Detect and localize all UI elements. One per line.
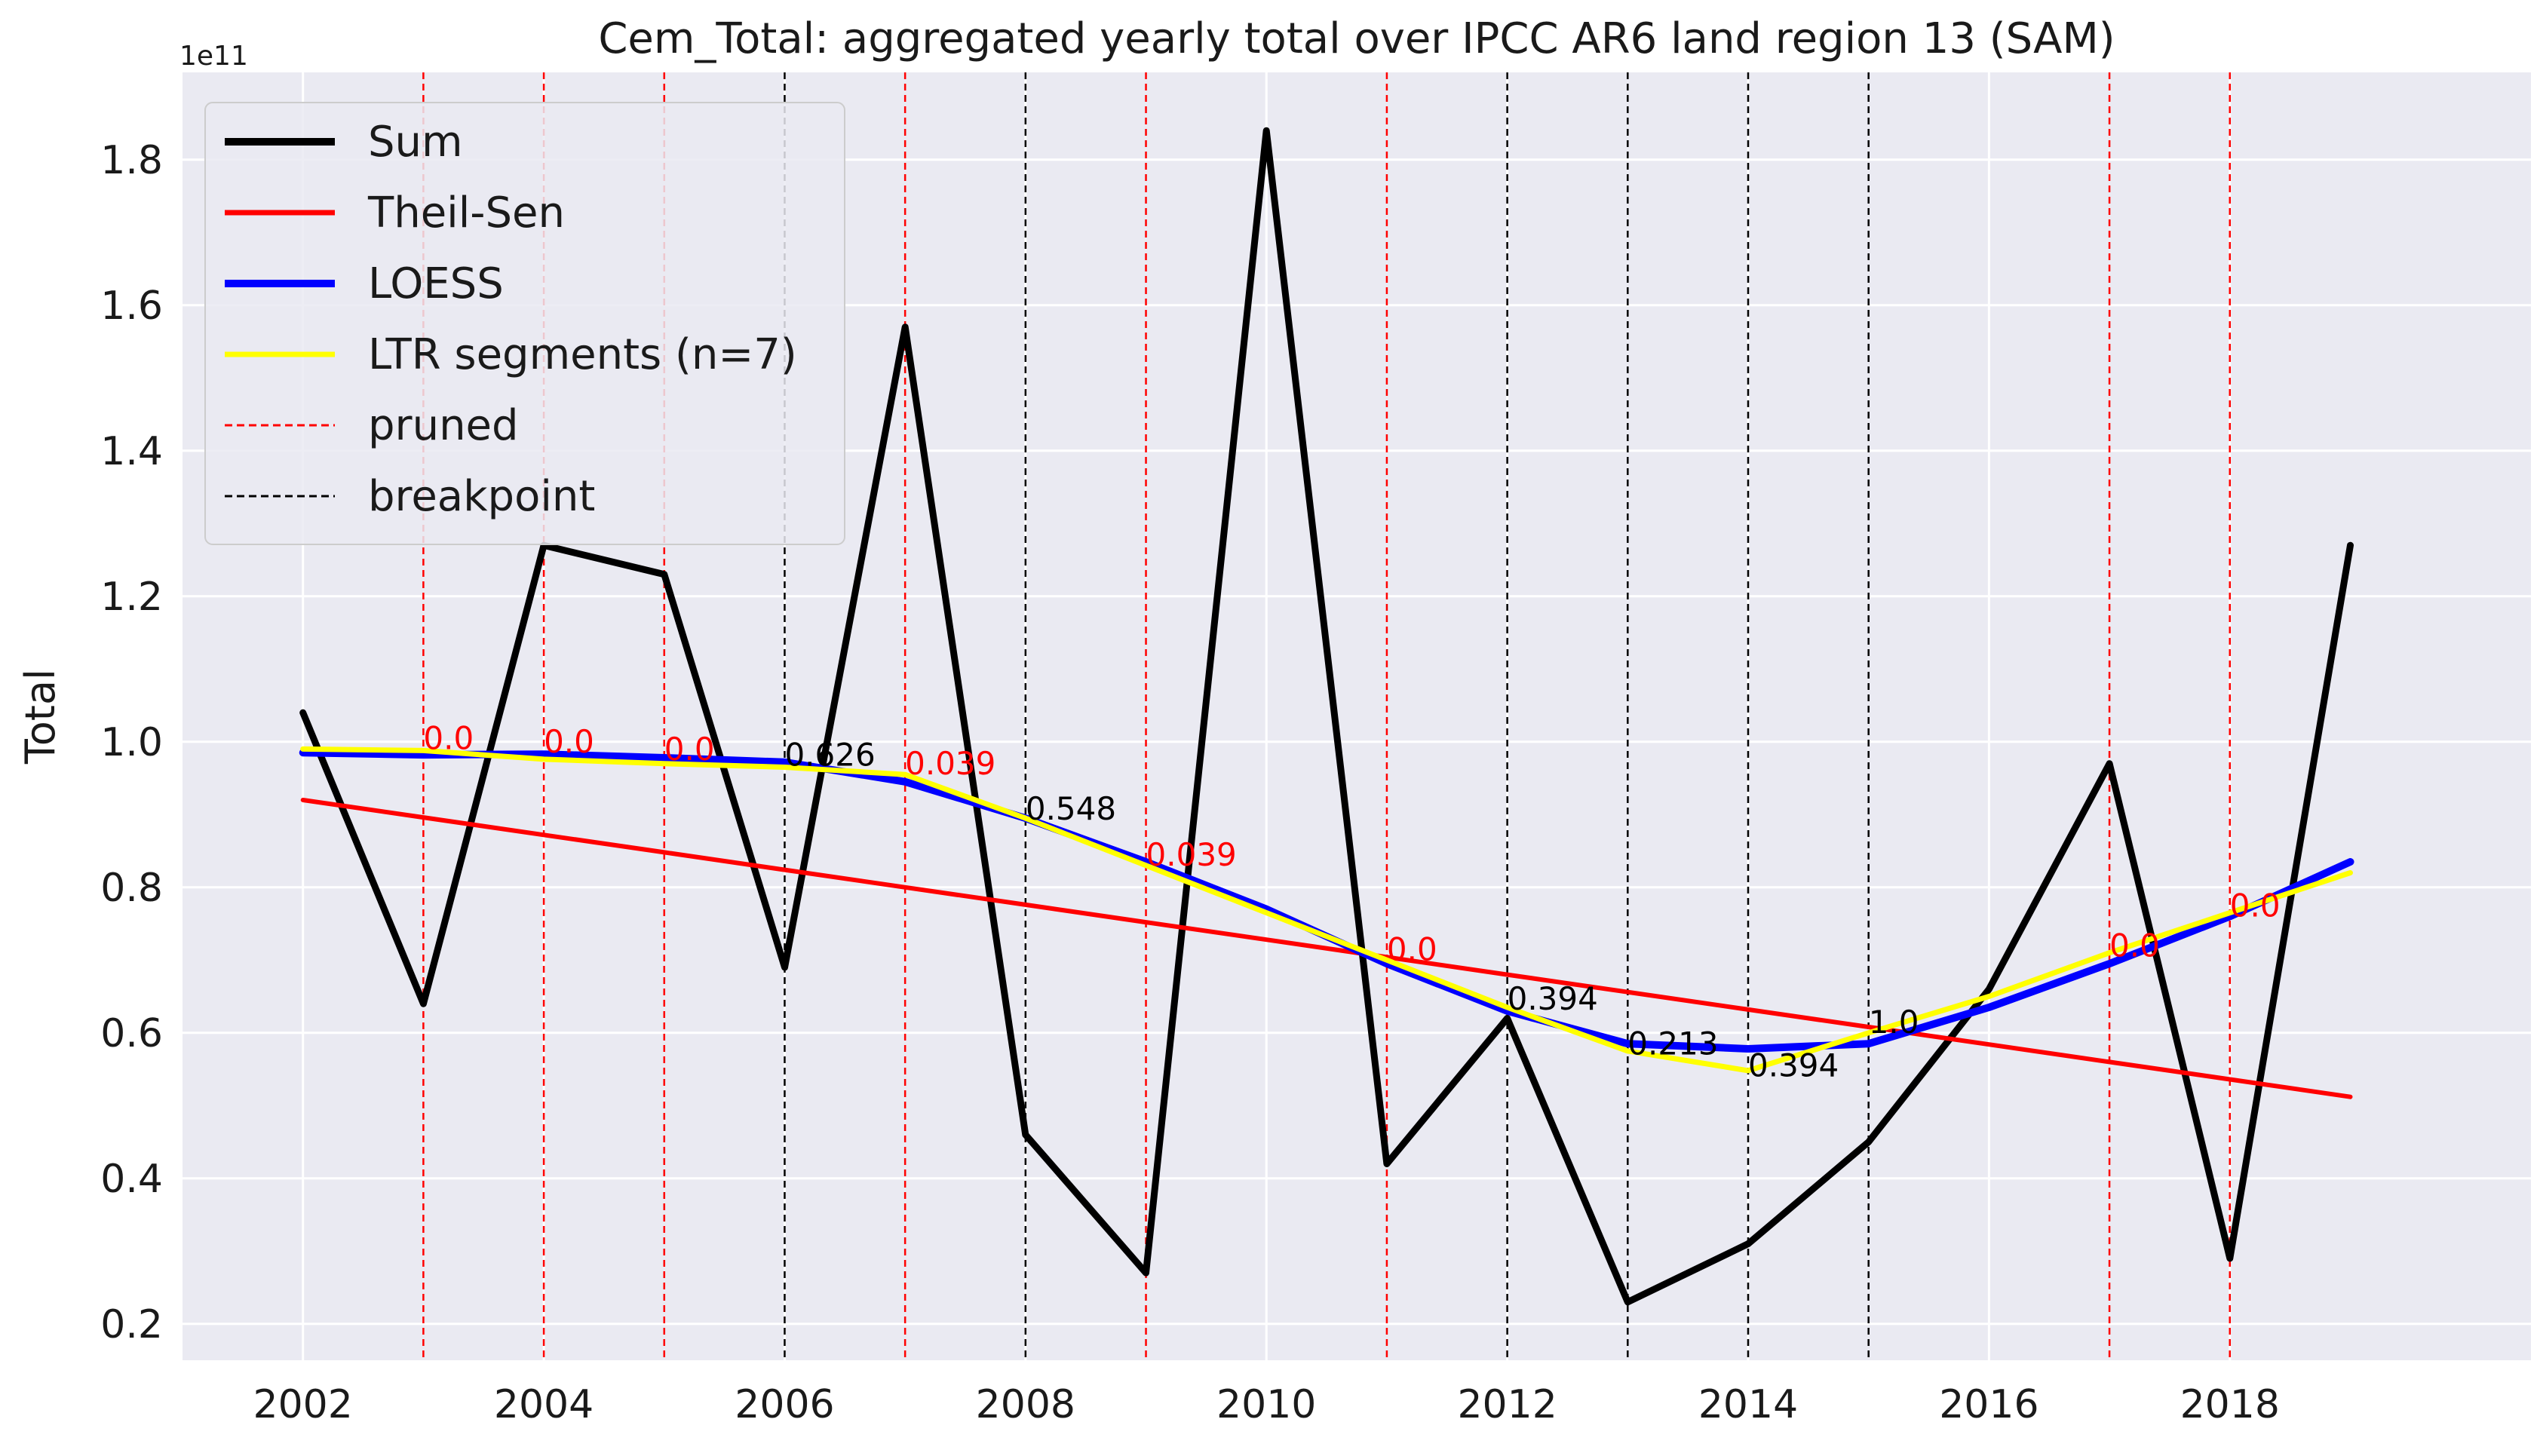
chart-title: Cem_Total: aggregated yearly total over … bbox=[598, 14, 2115, 63]
x-tick-labels: 2002 2004 2006 2008 2010 2012 2014 2016 2018 bbox=[253, 1382, 2280, 1427]
legend-label: LOESS bbox=[368, 259, 504, 308]
legend-label: breakpoint bbox=[368, 472, 595, 521]
y-tick-label: 1.6 bbox=[100, 284, 163, 329]
marker-value-label: 0.0 bbox=[2230, 887, 2281, 924]
marker-value-label: 0.0 bbox=[664, 731, 715, 768]
marker-value-label: 1.0 bbox=[1869, 1004, 1919, 1041]
legend-label: pruned bbox=[368, 401, 519, 450]
marker-value-label: 0.394 bbox=[1508, 980, 1598, 1017]
series-lines bbox=[299, 127, 2354, 1306]
x-tick-label: 2012 bbox=[1457, 1382, 1557, 1427]
x-tick-label: 2002 bbox=[253, 1382, 353, 1427]
legend-label: Theil-Sen bbox=[367, 189, 565, 238]
y-tick-label: 0.2 bbox=[100, 1302, 163, 1347]
grid-lines bbox=[183, 72, 2531, 1360]
x-tick-label: 2014 bbox=[1698, 1382, 1798, 1427]
y-tick-label: 0.4 bbox=[100, 1157, 163, 1202]
legend-label: LTR segments (n=7) bbox=[368, 330, 797, 379]
marker-value-label: 0.0 bbox=[423, 719, 474, 756]
marker-value-label: 0.0 bbox=[544, 723, 594, 760]
legend-box bbox=[204, 102, 845, 545]
marker-value-label: 0.0 bbox=[1387, 930, 1437, 967]
legend-label: Sum bbox=[368, 118, 463, 167]
y-axis-label: Total bbox=[17, 669, 64, 765]
legend: Sum Theil-Sen LOESS LTR segments (n=7) prune… bbox=[204, 102, 845, 545]
marker-value-label: 0.394 bbox=[1748, 1047, 1839, 1084]
marker-value-label: 0.213 bbox=[1627, 1025, 1718, 1062]
marker-value-label: 0.0 bbox=[2109, 927, 2160, 964]
marker-value-label: 0.626 bbox=[784, 737, 875, 774]
y-tick-label: 0.8 bbox=[100, 866, 163, 911]
series-line-ltr-segments-n-7 bbox=[300, 746, 2353, 1074]
x-tick-label: 2016 bbox=[1939, 1382, 2038, 1427]
y-tick-label: 0.6 bbox=[100, 1011, 163, 1056]
x-tick-label: 2010 bbox=[1216, 1382, 1316, 1427]
x-tick-label: 2018 bbox=[2180, 1382, 2280, 1427]
series-line-sum bbox=[299, 127, 2354, 1306]
y-axis-offset-label: 1e11 bbox=[179, 41, 248, 72]
marker-value-label: 0.039 bbox=[905, 745, 995, 782]
marker-value-label: 0.548 bbox=[1026, 790, 1116, 827]
marker-value-label: 0.039 bbox=[1146, 836, 1237, 873]
x-tick-label: 2004 bbox=[494, 1382, 594, 1427]
series-line-theil-sen bbox=[300, 798, 2353, 1099]
y-tick-labels: 0.2 0.4 0.6 0.8 1.0 1.2 1.4 1.6 1.8 bbox=[100, 138, 163, 1347]
y-tick-label: 1.8 bbox=[100, 138, 163, 183]
y-tick-label: 1.0 bbox=[100, 720, 163, 765]
breakpoint-labels: 0.0 0.0 0.0 0.626 0.039 0.548 0.039 0.0 0.394 0.2… bbox=[423, 719, 2280, 1084]
x-tick-label: 2006 bbox=[735, 1382, 834, 1427]
y-tick-label: 1.4 bbox=[100, 429, 163, 474]
x-tick-label: 2008 bbox=[976, 1382, 1075, 1427]
y-tick-label: 1.2 bbox=[100, 575, 163, 620]
